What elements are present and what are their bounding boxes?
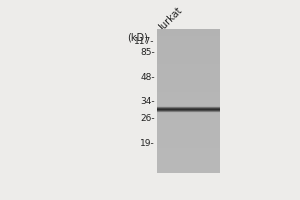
Text: 48-: 48-	[140, 73, 155, 82]
Text: (kD): (kD)	[127, 32, 148, 42]
Text: 34-: 34-	[140, 97, 155, 106]
Text: Jurkat: Jurkat	[157, 6, 184, 33]
Text: 85-: 85-	[140, 48, 155, 57]
Text: 19-: 19-	[140, 139, 155, 148]
Text: 26-: 26-	[140, 114, 155, 123]
Text: 117-: 117-	[134, 37, 155, 46]
